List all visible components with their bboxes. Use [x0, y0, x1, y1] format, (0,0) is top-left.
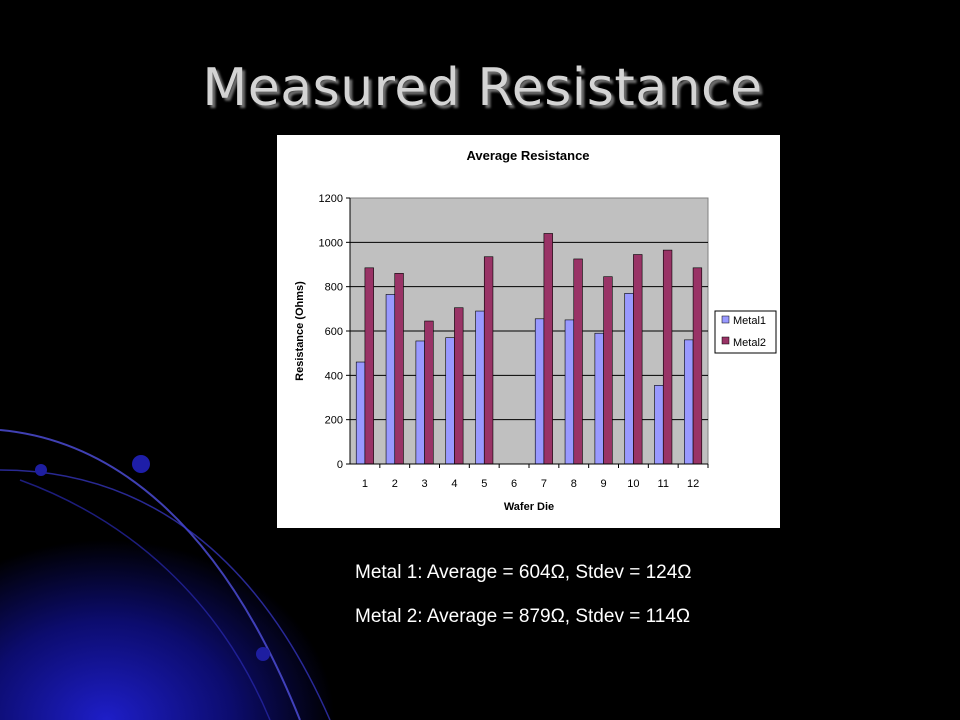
bar-metal2-die-9	[603, 276, 613, 465]
bar-metal2-die-11	[662, 249, 673, 465]
legend-swatch-metal1	[721, 315, 730, 324]
bar-metal1-die-2	[385, 294, 396, 465]
x-tick-labels: 1 2 3 4 5 6 7 8 9 10 11 12	[362, 464, 709, 490]
x-tick-label: 4	[451, 478, 457, 490]
bar-metal2-die-7	[543, 233, 553, 465]
bar-metal1-die-10	[624, 293, 634, 465]
x-tick-label: 6	[511, 478, 517, 490]
bar-metal2-die-12	[692, 267, 703, 465]
x-tick-label: 3	[422, 478, 428, 490]
x-tick-label: 10	[627, 478, 639, 490]
legend-label-metal2: Metal2	[733, 337, 766, 349]
bar-metal2-die-2	[394, 273, 404, 465]
legend: Metal1 Metal2	[714, 310, 777, 354]
bar-metal1-die-7	[534, 318, 545, 465]
bar-metal1-die-12	[684, 339, 694, 465]
chart-title: Average Resistance	[466, 148, 589, 163]
bar-metal2-die-5	[483, 256, 494, 465]
bar-metal2-die-4	[454, 307, 464, 465]
x-tick-label: 12	[687, 478, 699, 490]
swoosh-arc-1	[0, 429, 301, 720]
bar-metal2-die-8	[573, 258, 583, 465]
bar-metal1-die-4	[445, 337, 455, 465]
chart-frame: Average Resistance 0 200 400 600 800 1000 1200…	[277, 135, 780, 528]
bar-metal1-die-9	[594, 332, 604, 465]
x-tick-label: 7	[541, 478, 547, 490]
y-tick-label: 800	[325, 282, 343, 294]
slide-title: Measured Resistance	[202, 58, 763, 118]
swoosh-dot-3	[256, 647, 270, 661]
x-axis-label: Wafer Die	[504, 501, 554, 513]
y-tick-label: 200	[325, 415, 343, 427]
bar-metal1-die-11	[654, 385, 664, 465]
bar-metal2-die-10	[633, 254, 643, 465]
x-tick-label: 2	[392, 478, 398, 490]
x-tick-label: 1	[362, 478, 368, 490]
y-tick-label: 400	[325, 370, 343, 382]
bars-group	[355, 233, 703, 465]
metal1-stats: Metal 1: Average = 604Ω, Stdev = 124Ω	[355, 562, 692, 583]
swoosh-dot-2	[132, 455, 150, 473]
bar-metal2-die-3	[424, 320, 434, 465]
bar-metal1-die-1	[355, 361, 366, 465]
bar-metal1-die-8	[564, 319, 575, 465]
bar-metal1-die-3	[415, 340, 425, 465]
x-tick-label: 11	[658, 478, 669, 490]
y-tick-label: 0	[337, 459, 343, 471]
swoosh-arc-2	[0, 469, 331, 720]
swoosh-arc-3	[19, 479, 271, 720]
bar-metal1-die-5	[475, 310, 485, 465]
legend-label-metal1: Metal1	[733, 315, 766, 327]
y-tick-label: 1200	[319, 193, 343, 205]
y-tick-labels: 0 200 400 600 800 1000 1200	[319, 193, 350, 471]
x-tick-label: 5	[481, 478, 487, 490]
gridlines	[350, 241, 708, 421]
y-tick-label: 1000	[319, 237, 343, 249]
metal2-stats: Metal 2: Average = 879Ω, Stdev = 114Ω	[355, 606, 691, 627]
bar-chart: Average Resistance 0 200 400 600 800 1000 1200…	[294, 148, 777, 513]
y-tick-label: 600	[325, 326, 343, 338]
x-tick-label: 8	[571, 478, 577, 490]
legend-swatch-metal2	[721, 336, 730, 345]
x-tick-label: 9	[601, 478, 607, 490]
bar-metal2-die-1	[364, 267, 374, 465]
y-axis-label: Resistance (Ohms)	[294, 281, 306, 381]
swoosh-dot-1	[35, 464, 47, 476]
blue-swoosh-shape	[0, 420, 380, 720]
